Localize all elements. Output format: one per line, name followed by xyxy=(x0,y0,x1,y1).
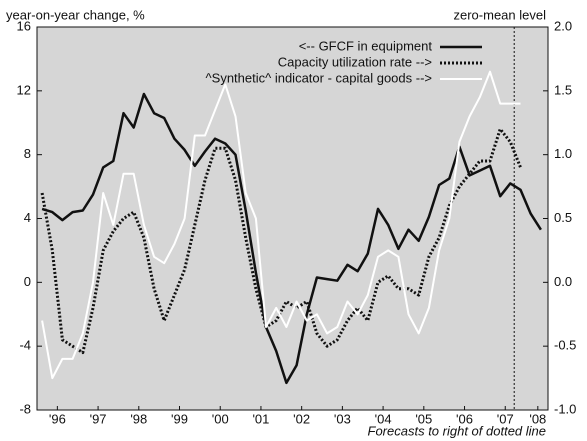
x-tick-label: '02 xyxy=(293,411,310,426)
y-tick-label: 8 xyxy=(24,146,31,161)
x-tick-label: '96 xyxy=(49,411,66,426)
x-tick-label: '04 xyxy=(375,411,392,426)
y-tick-label: 12 xyxy=(17,82,31,97)
annotation: Forecasts to right of dotted line xyxy=(368,423,546,438)
x-tick-label: '08 xyxy=(529,411,546,426)
y2-tick-label: 1.0 xyxy=(554,146,572,161)
y-tick-label: 0 xyxy=(24,274,31,289)
x-tick-label: '03 xyxy=(334,411,351,426)
y2-axis-title: zero-mean level xyxy=(454,7,547,22)
y2-tick-label: 0.5 xyxy=(554,210,572,225)
y-tick-label: -8 xyxy=(19,401,31,416)
series-line xyxy=(41,70,521,380)
x-tick-label: '06 xyxy=(456,411,473,426)
x-tick-label: '01 xyxy=(252,411,269,426)
y-tick-label: 16 xyxy=(17,18,31,33)
x-tick-label: '98 xyxy=(130,411,147,426)
x-tick-label: '05 xyxy=(415,411,432,426)
y-tick-label: -4 xyxy=(19,338,31,353)
x-tick-label: '97 xyxy=(90,411,107,426)
series-line xyxy=(40,127,522,355)
x-tick-label: '00 xyxy=(212,411,229,426)
y2-tick-label: 2.0 xyxy=(554,18,572,33)
y2-tick-label: -1.0 xyxy=(554,401,576,416)
x-tick-label: '99 xyxy=(171,411,188,426)
legend-label: Capacity utilization rate --> xyxy=(278,54,432,69)
y-axis-title: year-on-year change, % xyxy=(6,7,145,22)
legend-label: <-- GFCF in equipment xyxy=(299,38,433,53)
y2-tick-label: -0.5 xyxy=(554,338,576,353)
legend-label: ^Synthetic^ indicator - capital goods --… xyxy=(206,70,432,85)
y-tick-label: 4 xyxy=(24,210,31,225)
y2-tick-label: 0.0 xyxy=(554,274,572,289)
x-tick-label: '07 xyxy=(497,411,514,426)
y2-tick-label: 1.5 xyxy=(554,82,572,97)
